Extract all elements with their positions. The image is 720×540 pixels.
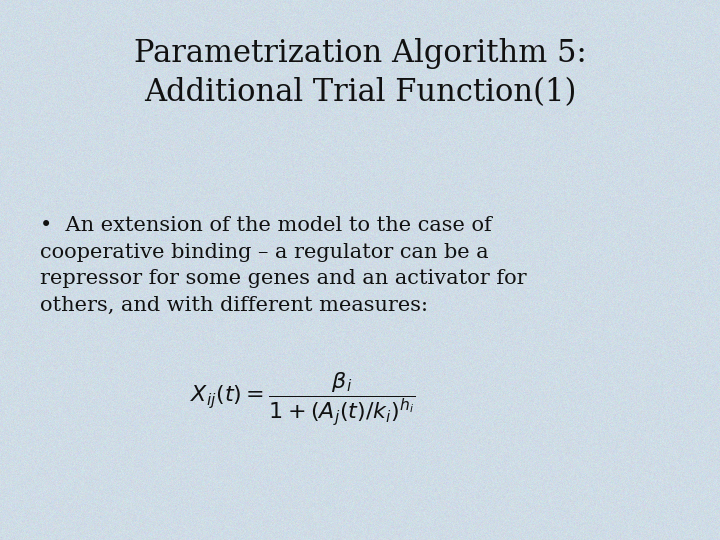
Text: $X_{ij}(t) = \dfrac{\beta_i}{1+(A_j(t)/k_i)^{h_i}}$: $X_{ij}(t) = \dfrac{\beta_i}{1+(A_j(t)/k… — [190, 371, 415, 428]
Text: Parametrization Algorithm 5:
Additional Trial Function(1): Parametrization Algorithm 5: Additional … — [134, 38, 586, 108]
Text: •  An extension of the model to the case of
cooperative binding – a regulator ca: • An extension of the model to the case … — [40, 216, 526, 314]
